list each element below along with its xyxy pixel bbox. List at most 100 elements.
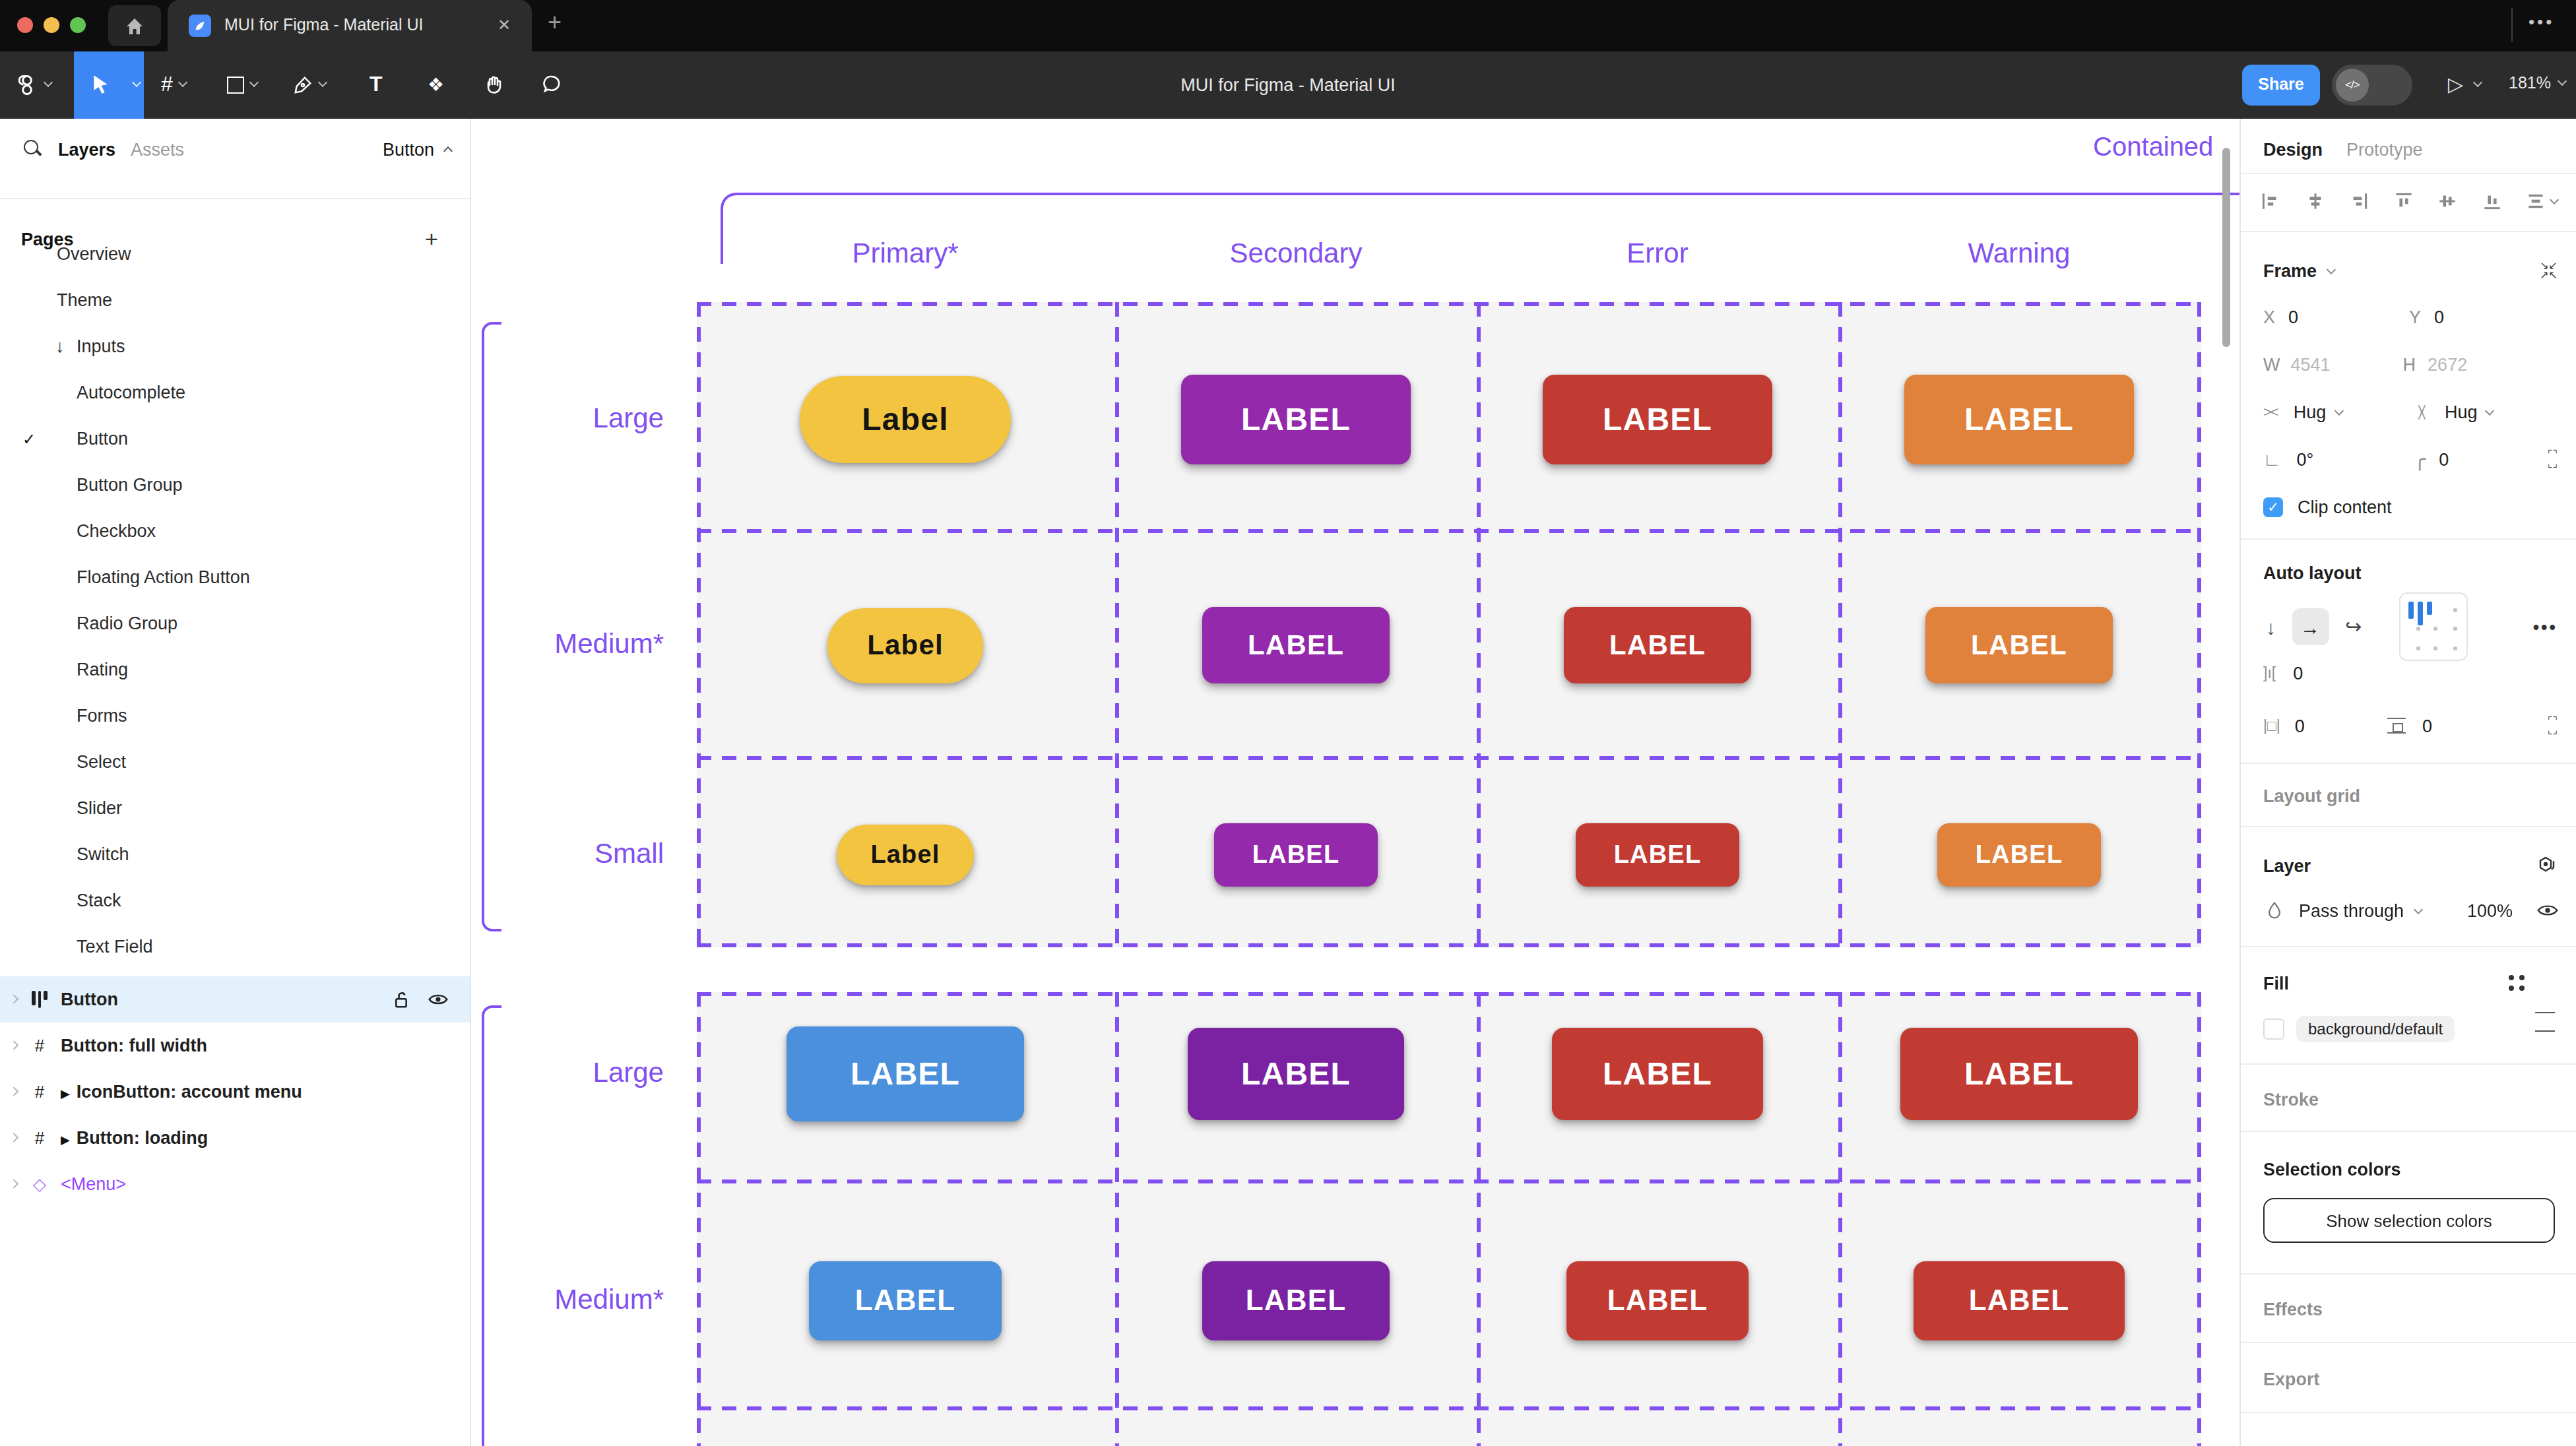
canvas-button[interactable]: LABEL [1188,1028,1404,1120]
horizontal-padding-input[interactable]: 0 [2295,716,2305,736]
blend-mode-select[interactable]: Pass through [2299,900,2404,920]
share-button[interactable]: Share [2242,64,2320,105]
fill-style-chip[interactable]: background/default [2296,1016,2455,1042]
sidebar-page-item[interactable]: ✓ Text Field [0,924,470,970]
distribute-menu-button[interactable] [2525,189,2558,212]
sidebar-page-item[interactable]: ✓ Radio Group [0,600,470,646]
align-bottom-icon[interactable] [2480,189,2503,212]
align-left-icon[interactable] [2259,189,2282,212]
vertical-padding-input[interactable]: 0 [2422,716,2432,736]
chevron-down-icon[interactable] [132,77,141,86]
add-layout-grid-button[interactable]: + [2542,1443,2555,1446]
maximize-window-button[interactable] [70,17,86,33]
remove-fill-button[interactable]: — [2535,1018,2555,1040]
sidebar-page-item[interactable]: ✓ Switch [0,831,470,877]
w-input[interactable]: 4541 [2291,354,2331,374]
canvas-button[interactable]: LABEL [1914,1261,2125,1340]
text-tool-button[interactable]: T [370,73,383,97]
clip-content-row[interactable]: ✓ Clip content [2241,491,2576,522]
eye-icon[interactable] [428,991,449,1008]
canvas-button[interactable]: LABEL [1552,1028,1763,1120]
canvas-button[interactable]: LABEL [1202,1261,1390,1340]
sidebar-page-item[interactable]: ✓ Button [0,416,470,462]
canvas-button[interactable]: Label [837,825,974,885]
sidebar-page-item[interactable]: ✓ Theme [0,277,470,323]
zoom-menu[interactable]: 181% [2509,73,2565,92]
shape-tool-button[interactable] [227,77,257,94]
canvas[interactable]: Contained Primary*SecondaryEr [471,119,2239,1446]
sidebar-page-item[interactable]: ✓ Rating [0,646,470,693]
comment-tool-button[interactable] [541,75,562,96]
canvas-scrollbar[interactable] [2222,148,2230,347]
layer-list-item[interactable]: ◇ ▶<Menu> [0,1161,470,1207]
fill-color-swatch[interactable] [2263,1019,2284,1040]
shapes-resources-button[interactable]: ❖ [428,75,444,96]
current-page-selector[interactable]: Button [383,140,434,160]
styles-icon[interactable] [2509,975,2514,980]
show-selection-colors-button[interactable]: Show selection colors [2263,1198,2555,1243]
disclosure-chevron-icon[interactable] [9,1180,18,1189]
tab-layers[interactable]: Layers [58,140,115,160]
canvas-button[interactable]: LABEL [1202,607,1390,683]
corner-radius-input[interactable]: 0 [2439,449,2449,469]
tab-prototype[interactable]: Prototype [2346,139,2423,159]
canvas-button[interactable]: LABEL [1214,823,1378,887]
blend-mode-icon[interactable] [2536,855,2558,876]
gap-input[interactable]: 0 [2293,663,2303,683]
layer-list-item[interactable]: # ▶Button: full width [0,1022,470,1069]
main-menu-button[interactable] [16,74,51,96]
direction-horizontal-icon[interactable]: → [2292,608,2329,645]
move-tool-button[interactable] [74,51,144,119]
layer-list-item[interactable]: # ▶Button: loading [0,1115,470,1161]
collapse-panel-icon[interactable]: ↘↙↗↖ [2540,261,2558,280]
x-input[interactable]: 0 [2288,307,2298,327]
eye-icon[interactable] [2536,901,2559,920]
h-input[interactable]: 2672 [2428,354,2467,374]
canvas-button[interactable]: LABEL [809,1261,1002,1340]
section-title[interactable]: Contained [2093,132,2213,162]
sidebar-page-item[interactable]: ✓ Checkbox [0,508,470,554]
sidebar-page-item[interactable]: ✓ Overview [0,231,470,277]
sidebar-page-item[interactable]: ✓ Inputs ↓ [0,323,470,369]
rotation-input[interactable]: 0° [2296,449,2313,469]
canvas-button[interactable]: LABEL [1564,607,1751,683]
dev-mode-toggle[interactable]: </> [2332,64,2412,105]
fill-row[interactable]: background/default — [2241,1013,2576,1045]
minimize-window-button[interactable] [44,17,59,33]
canvas-button[interactable]: LABEL [1566,1261,1749,1340]
sidebar-page-item[interactable]: ✓ Button Group [0,462,470,508]
canvas-button[interactable]: LABEL [1576,823,1739,887]
hug-horizontal-select[interactable]: Hug [2294,402,2327,422]
align-top-icon[interactable] [2392,189,2414,212]
align-horizontal-center-icon[interactable] [2303,189,2326,212]
close-window-button[interactable] [17,17,33,33]
auto-layout-alignment-box[interactable] [2399,592,2468,661]
new-tab-button[interactable]: + [548,9,562,37]
present-button[interactable]: ▷ [2448,72,2480,96]
align-right-icon[interactable] [2348,189,2370,212]
canvas-button[interactable]: LABEL [1543,375,1772,464]
home-tab-button[interactable] [108,5,161,46]
align-vertical-center-icon[interactable] [2436,189,2459,212]
sidebar-page-item[interactable]: ✓ Stack [0,877,470,924]
direction-vertical-icon[interactable]: ↓ [2266,615,2276,638]
canvas-button[interactable]: Label [800,376,1011,463]
independent-corners-icon[interactable]: ⌜⌝⌞⌟ [2548,450,2558,468]
sidebar-page-item[interactable]: ✓ Select [0,739,470,785]
sidebar-page-item[interactable]: ✓ Floating Action Button [0,554,470,600]
frame-tool-button[interactable]: # [161,73,186,97]
sidebar-page-item[interactable]: ✓ Autocomplete [0,369,470,416]
frame-section-title[interactable]: Frame [2263,261,2317,280]
disclosure-chevron-icon[interactable] [9,1088,18,1096]
canvas-button[interactable]: LABEL [1904,375,2134,464]
unlock-icon[interactable] [393,990,409,1009]
search-icon[interactable] [24,140,41,157]
disclosure-chevron-icon[interactable] [9,1134,18,1143]
canvas-button[interactable]: LABEL [1925,607,2113,683]
hug-vertical-select[interactable]: Hug [2445,402,2478,422]
tab-assets[interactable]: Assets [131,140,184,160]
sidebar-page-item[interactable]: ✓ Forms [0,693,470,739]
y-input[interactable]: 0 [2434,307,2444,327]
pen-tool-button[interactable] [293,75,326,95]
close-tab-icon[interactable]: ✕ [498,16,511,35]
